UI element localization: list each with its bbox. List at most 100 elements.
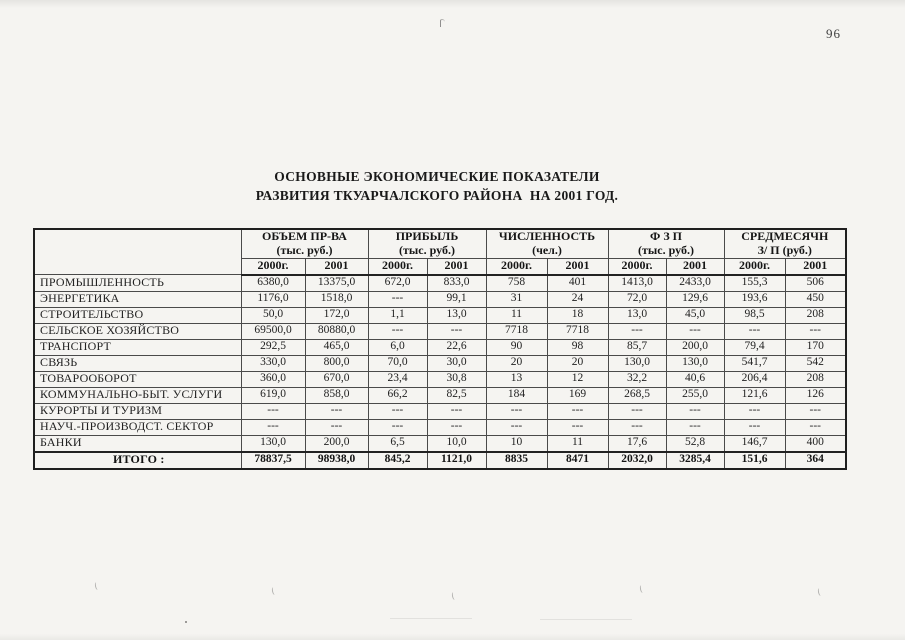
value-cell: 1121,0 xyxy=(426,450,487,470)
value-cell: 30,0 xyxy=(426,354,487,372)
table-row: КОММУНАЛЬНО-БЫТ. УСЛУГИ 619,0 858,0 66,2 82,… xyxy=(33,386,847,404)
col-group-unit: З/ П (руб.) xyxy=(757,242,812,257)
value-cell: --- xyxy=(607,418,667,436)
value-cell: 98,5 xyxy=(723,306,786,324)
year-header: 2000г. xyxy=(240,257,306,276)
value-cell: --- xyxy=(546,418,609,436)
col-group-payroll: Ф З П (тыс. руб.) xyxy=(607,228,725,259)
value-cell: 200,0 xyxy=(304,434,369,453)
value-cell: 45,0 xyxy=(665,306,725,324)
scan-artifact xyxy=(390,618,472,619)
value-cell: 130,0 xyxy=(240,434,306,453)
value-cell: 193,6 xyxy=(723,290,786,308)
value-cell: 845,2 xyxy=(367,450,428,470)
value-cell: --- xyxy=(665,322,725,340)
value-cell: --- xyxy=(367,322,428,340)
value-cell: 758 xyxy=(485,274,548,292)
table-row: НАУЧ.-ПРОИЗВОДСТ. СЕКТОР --- --- --- --- --- -… xyxy=(33,418,847,436)
value-cell: 268,5 xyxy=(607,386,667,404)
value-cell: 13 xyxy=(485,370,548,388)
row-label: ЭНЕРГЕТИКА xyxy=(33,290,242,308)
value-cell: 1413,0 xyxy=(607,274,667,292)
value-cell: 206,4 xyxy=(723,370,786,388)
value-cell: --- xyxy=(607,322,667,340)
value-cell: --- xyxy=(607,402,667,420)
value-cell: 20 xyxy=(546,354,609,372)
value-cell: 255,0 xyxy=(665,386,725,404)
col-group-unit: (тыс. руб.) xyxy=(399,242,455,257)
col-group-label: ЧИСЛЕННОСТЬ xyxy=(498,229,596,243)
value-cell: 1,1 xyxy=(367,306,428,324)
col-group-label: СРЕДМЕСЯЧН xyxy=(741,229,829,243)
value-cell: 17,6 xyxy=(607,434,667,453)
value-cell: 208 xyxy=(784,370,847,388)
table-row: СВЯЗЬ 330,0 800,0 70,0 30,0 20 20 130,0 130,0 541… xyxy=(33,354,847,372)
value-cell: 99,1 xyxy=(426,290,487,308)
value-cell: 129,6 xyxy=(665,290,725,308)
value-cell: --- xyxy=(426,402,487,420)
scan-artifact xyxy=(540,619,632,620)
value-cell: 130,0 xyxy=(607,354,667,372)
row-label: ТРАНСПОРТ xyxy=(33,338,242,356)
value-cell: 80880,0 xyxy=(304,322,369,340)
col-group-profit: ПРИБЫЛЬ (тыс. руб.) xyxy=(367,228,487,259)
scan-artifact xyxy=(817,587,823,597)
year-header: 2001 xyxy=(784,257,847,276)
value-cell: 13,0 xyxy=(426,306,487,324)
value-cell: 52,8 xyxy=(665,434,725,453)
value-cell: 364 xyxy=(784,450,847,470)
value-cell: 10,0 xyxy=(426,434,487,453)
row-label: ПРОМЫШЛЕННОСТЬ xyxy=(33,274,242,292)
table-row: ТОВАРООБОРОТ 360,0 670,0 23,4 30,8 13 12 32,2 40… xyxy=(33,370,847,388)
value-cell: 330,0 xyxy=(240,354,306,372)
value-cell: 200,0 xyxy=(665,338,725,356)
value-cell: 69500,0 xyxy=(240,322,306,340)
value-cell: 98 xyxy=(546,338,609,356)
totals-row: ИТОГО :78837,5 98938,0 845,2 1121,0 8835 8471… xyxy=(33,450,847,470)
value-cell: 619,0 xyxy=(240,386,306,404)
value-cell: 12 xyxy=(546,370,609,388)
value-cell: --- xyxy=(426,322,487,340)
title-line-1: ОСНОВНЫЕ ЭКОНОМИЧЕСКИЕ ПОКАЗАТЕЛИ xyxy=(274,169,600,184)
title-line-2: РАЗВИТИЯ ТКУАРЧАЛСКОГО РАЙОНА НА 2001 ГО… xyxy=(255,187,619,203)
col-group-unit: (тыс. руб.) xyxy=(638,242,694,257)
value-cell: --- xyxy=(304,402,369,420)
col-group-label: ОБЪЕМ ПР-ВА xyxy=(262,229,347,243)
value-cell: 40,6 xyxy=(665,370,725,388)
scan-artifact xyxy=(440,19,445,27)
value-cell: 6,0 xyxy=(367,338,428,356)
col-group-unit: (чел.) xyxy=(532,242,562,257)
value-cell: 146,7 xyxy=(723,434,786,453)
header-group-row: ОБЪЕМ ПР-ВА (тыс. руб.) ПРИБЫЛЬ (тыс. ру… xyxy=(33,228,847,276)
value-cell: --- xyxy=(665,402,725,420)
value-cell: 126 xyxy=(784,386,847,404)
value-cell: 11 xyxy=(485,306,548,324)
value-cell: 465,0 xyxy=(304,338,369,356)
value-cell: 78837,5 xyxy=(240,450,306,470)
row-label: БАНКИ xyxy=(33,434,242,453)
value-cell: --- xyxy=(367,418,428,436)
value-cell: 541,7 xyxy=(723,354,786,372)
value-cell: 184 xyxy=(485,386,548,404)
year-header: 2001 xyxy=(546,257,609,276)
value-cell: 8835 xyxy=(485,450,548,470)
row-label: ТОВАРООБОРОТ xyxy=(33,370,242,388)
value-cell: 70,0 xyxy=(367,354,428,372)
value-cell: 208 xyxy=(784,306,847,324)
document-title: ОСНОВНЫЕ ЭКОНОМИЧЕСКИЕ ПОКАЗАТЕЛИ РАЗВИТ… xyxy=(0,168,874,206)
value-cell: 72,0 xyxy=(607,290,667,308)
year-header: 2000г. xyxy=(367,257,428,276)
value-cell: --- xyxy=(723,322,786,340)
value-cell: 2433,0 xyxy=(665,274,725,292)
value-cell: 20 xyxy=(485,354,548,372)
row-label: КОММУНАЛЬНО-БЫТ. УСЛУГИ xyxy=(33,386,242,404)
value-cell: 22,6 xyxy=(426,338,487,356)
col-group-label: ПРИБЫЛЬ xyxy=(395,229,459,243)
row-label: СВЯЗЬ xyxy=(33,354,242,372)
table-row: ПРОМЫШЛЕННОСТЬ 6380,0 13375,0 672,0 833,0 758… xyxy=(33,274,847,292)
table-row: БАНКИ 130,0 200,0 6,5 10,0 10 11 17,6 52,8 146,7 4… xyxy=(33,434,847,453)
value-cell: 1176,0 xyxy=(240,290,306,308)
value-cell: --- xyxy=(485,402,548,420)
value-cell: 170 xyxy=(784,338,847,356)
